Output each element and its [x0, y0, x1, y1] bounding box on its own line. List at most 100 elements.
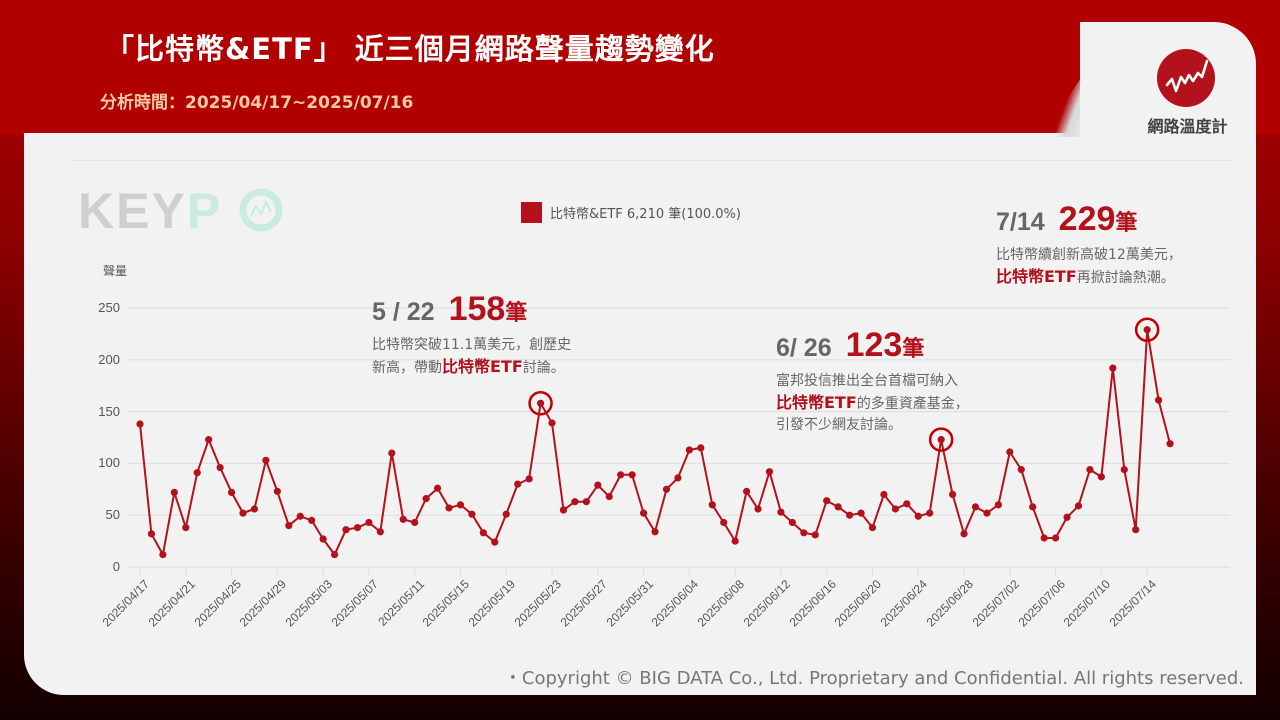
annotation-line: 再掀討論熱潮。	[1076, 270, 1175, 286]
data-point	[456, 501, 465, 509]
data-point	[971, 503, 980, 511]
data-point	[868, 524, 877, 532]
data-point	[639, 509, 648, 517]
data-point	[857, 509, 865, 517]
y-tick-label: 0	[112, 559, 120, 574]
legend-label: 比特幣&ETF 6,210 筆(100.0%)	[550, 207, 741, 222]
annotation-text: 富邦投信推出全台首檔可納入 比特幣ETF的多重資產基金， 引發不少網友討論。	[776, 371, 969, 436]
highlight-ring	[528, 391, 553, 416]
y-tick-label: 250	[98, 300, 120, 315]
brand-name: 網路溫度計	[1147, 117, 1228, 136]
data-point	[445, 504, 453, 512]
data-point	[777, 508, 785, 516]
data-point	[308, 516, 316, 524]
keypo-watermark: KEYP	[78, 182, 283, 240]
analysis-period: 分析時間：2025/04/17~2025/07/16	[100, 93, 414, 113]
data-point	[811, 531, 819, 539]
data-point	[948, 490, 957, 499]
data-point	[548, 419, 556, 427]
data-point	[1155, 396, 1163, 404]
data-point	[697, 444, 705, 452]
data-point	[880, 490, 888, 499]
data-point	[834, 503, 842, 511]
y-tick-label: 150	[98, 403, 120, 419]
data-point	[685, 446, 693, 454]
data-point	[411, 518, 419, 527]
annotation-line: 討論。	[522, 360, 565, 376]
data-point	[514, 480, 522, 488]
annotation-highlight: 比特幣ETF	[442, 357, 523, 376]
annotation-line: 比特幣續創新高破12萬美元，	[996, 247, 1182, 263]
annotation-text: 比特幣續創新高破12萬美元， 比特幣ETF再掀討論熱潮。	[996, 245, 1182, 289]
data-point	[239, 509, 247, 517]
data-point	[227, 488, 236, 497]
data-point	[1017, 466, 1025, 474]
y-tick-label: 100	[98, 455, 120, 471]
data-point	[1006, 448, 1014, 456]
data-point	[399, 515, 407, 523]
data-point	[422, 495, 430, 503]
data-point	[182, 524, 190, 532]
data-point	[285, 521, 293, 530]
data-point	[250, 505, 259, 513]
annotation-text: 比特幣突破11.1萬美元，創歷史 新高，帶動比特幣ETF討論。	[372, 335, 571, 379]
annotation-count: 158	[448, 290, 506, 328]
data-point	[502, 510, 510, 518]
data-point	[708, 501, 716, 509]
annotation-0714: 7/14 229筆 比特幣續創新高破12萬美元， 比特幣ETF再掀討論熱潮。	[996, 200, 1182, 289]
data-point	[468, 510, 476, 518]
data-point	[491, 538, 499, 546]
annotation-date: 6/ 26	[776, 334, 832, 362]
annotation-0626: 6/ 26 123筆 富邦投信推出全台首檔可納入 比特幣ETF的多重資產基金， 引…	[776, 326, 969, 436]
legend-swatch	[521, 202, 542, 223]
data-point	[1063, 513, 1071, 521]
annotation-line: 富邦投信推出全台首檔可納入	[776, 373, 958, 389]
data-point	[994, 501, 1002, 509]
annotation-highlight: 比特幣ETF	[776, 393, 857, 412]
annotation-unit: 筆	[505, 301, 528, 326]
data-point	[617, 471, 625, 479]
data-point	[765, 468, 774, 476]
data-point	[731, 537, 739, 545]
data-point	[960, 530, 968, 538]
data-point	[273, 487, 281, 495]
data-point	[262, 456, 270, 464]
data-point	[983, 509, 991, 517]
data-point	[205, 435, 213, 444]
watermark-text: KEY	[78, 183, 187, 239]
data-point	[1143, 326, 1151, 334]
y-tick-label: 200	[98, 351, 120, 367]
data-point	[914, 512, 922, 520]
data-point	[388, 449, 396, 457]
keypo-o-chart-icon	[239, 188, 283, 232]
annotation-count: 123	[845, 326, 903, 364]
y-tick-label: 50	[105, 507, 120, 523]
highlight-ring	[928, 427, 954, 452]
data-point	[628, 471, 636, 479]
data-point	[433, 484, 442, 492]
annotation-line: 比特幣突破11.1萬美元，創歷史	[372, 337, 572, 353]
data-point	[662, 485, 671, 493]
data-point	[147, 530, 156, 538]
y-axis-title: 聲量	[103, 264, 128, 278]
chart-card	[24, 133, 1256, 695]
data-point	[536, 399, 545, 407]
data-point	[903, 500, 911, 508]
data-point	[136, 420, 144, 428]
data-point	[845, 511, 854, 519]
data-point	[525, 475, 533, 483]
data-point	[1086, 466, 1094, 474]
annotation-0522: 5 / 22 158筆 比特幣突破11.1萬美元，創歷史 新高，帶動比特幣ETF討…	[372, 290, 571, 379]
trend-line-icon	[1157, 49, 1215, 107]
data-point	[479, 529, 487, 537]
data-point	[1109, 364, 1117, 372]
data-point	[651, 528, 659, 536]
annotation-date: 5 / 22	[372, 298, 435, 326]
data-point	[216, 463, 224, 472]
data-point	[582, 498, 590, 506]
annotation-count: 229	[1058, 200, 1116, 238]
data-point	[1052, 534, 1060, 542]
divider	[70, 160, 1230, 161]
data-point	[376, 528, 384, 536]
